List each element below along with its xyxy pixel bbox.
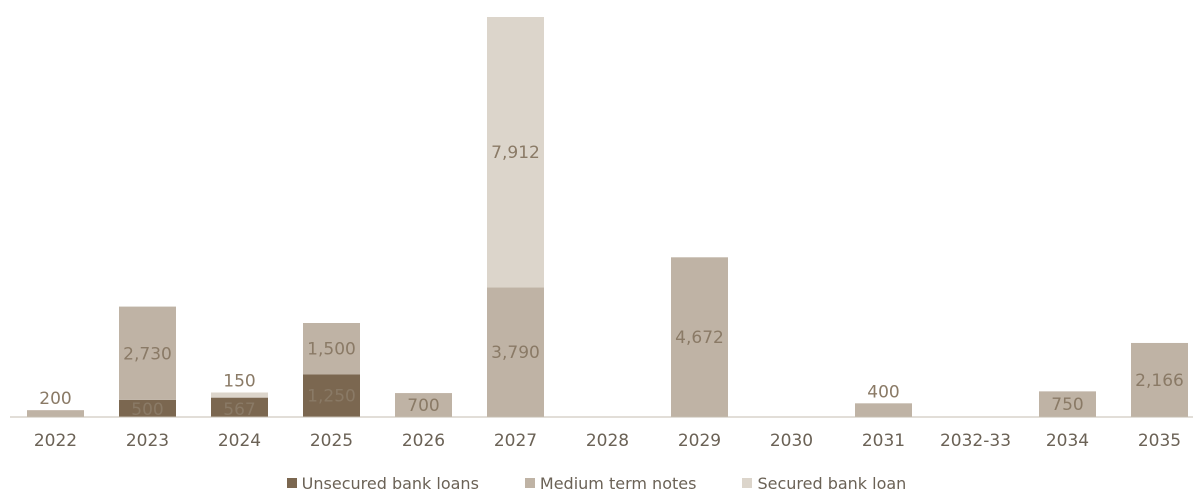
data-label-medium-term-notes-2034: 750: [1051, 395, 1083, 415]
x-tick-2030: 2030: [770, 431, 813, 451]
x-tick-2025: 2025: [310, 431, 353, 451]
bar-medium-term-notes-2025: [303, 322, 360, 375]
data-label-medium-term-notes-2023: 2,730: [123, 344, 172, 364]
data-label-medium-term-notes-2029: 4,672: [675, 328, 724, 348]
legend-item-unsecured-bank-loans: Unsecured bank loans: [286, 472, 479, 494]
data-label-unsecured-bank-loans-2024: 567: [223, 400, 255, 420]
legend-label: Medium term notes: [539, 473, 697, 493]
legend-swatch: [286, 478, 297, 488]
x-tick-2035: 2035: [1138, 431, 1181, 451]
bar-medium-term-notes-2023: [119, 306, 176, 400]
bar-medium-term-notes-2027: [487, 287, 544, 417]
bar-medium-term-notes-2034: [1039, 391, 1096, 417]
x-tick-2028: 2028: [586, 431, 629, 451]
data-label-secured-bank-loan-2024: 150: [223, 371, 255, 391]
bar-secured-bank-loan-2024: [211, 392, 268, 398]
legend-label: Secured bank loan: [757, 473, 907, 493]
data-label-medium-term-notes-2035: 2,166: [1135, 371, 1184, 391]
x-tick-2027: 2027: [494, 431, 537, 451]
bar-medium-term-notes-2031: [855, 403, 912, 417]
x-tick-2029: 2029: [678, 431, 721, 451]
x-tick-2026: 2026: [402, 431, 445, 451]
x-tick-2034: 2034: [1046, 431, 1089, 451]
bar-unsecured-bank-loans-2025: [303, 374, 360, 417]
data-label-medium-term-notes-2026: 700: [407, 396, 439, 416]
legend-item-secured-bank-loan: Secured bank loan: [742, 472, 906, 494]
bar-medium-term-notes-2026: [395, 393, 452, 417]
bar-medium-term-notes-2022: [27, 410, 84, 417]
bar-unsecured-bank-loans-2023: [119, 399, 176, 417]
x-tick-2031: 2031: [862, 431, 905, 451]
data-label-medium-term-notes-2025: 1,500: [307, 340, 356, 360]
bar-medium-term-notes-2029: [671, 257, 728, 417]
x-tick-2024: 2024: [218, 431, 261, 451]
x-tick-2032-33: 2032-33: [940, 431, 1011, 451]
x-tick-2022: 2022: [34, 431, 77, 451]
legend-item-medium-term-notes: Medium term notes: [524, 472, 697, 494]
legend-swatch: [742, 478, 753, 488]
bar-unsecured-bank-loans-2024: [211, 397, 268, 417]
data-label-unsecured-bank-loans-2025: 1,250: [307, 387, 356, 407]
data-label-medium-term-notes-2031: 400: [867, 382, 899, 402]
debt-maturity-chart: 200 500 2,730 567 150 1,250 1,500 700 3,790 7,912…: [10, 17, 1193, 451]
data-label-medium-term-notes-2022: 200: [39, 389, 71, 409]
bar-secured-bank-loan-2027: [487, 17, 544, 288]
data-label-medium-term-notes-2027: 3,790: [491, 343, 540, 363]
data-label-unsecured-bank-loans-2023: 500: [131, 400, 163, 420]
x-tick-labels: 2022 2023 2024 2025 2026 2027 2028 2029 2030 2031…: [34, 431, 1181, 451]
legend-label: Unsecured bank loans: [301, 473, 479, 493]
legend: Unsecured bank loans Medium term notes Sec…: [0, 472, 1193, 494]
data-labels-layer: 200 500 2,730 567 150 1,250 1,500 700 3,790 7,912…: [39, 143, 1184, 420]
legend-swatch: [524, 478, 535, 488]
data-label-secured-bank-loan-2027: 7,912: [491, 143, 540, 163]
bar-medium-term-notes-2035: [1131, 342, 1188, 417]
bars-layer: [27, 17, 1188, 417]
x-tick-2023: 2023: [126, 431, 169, 451]
